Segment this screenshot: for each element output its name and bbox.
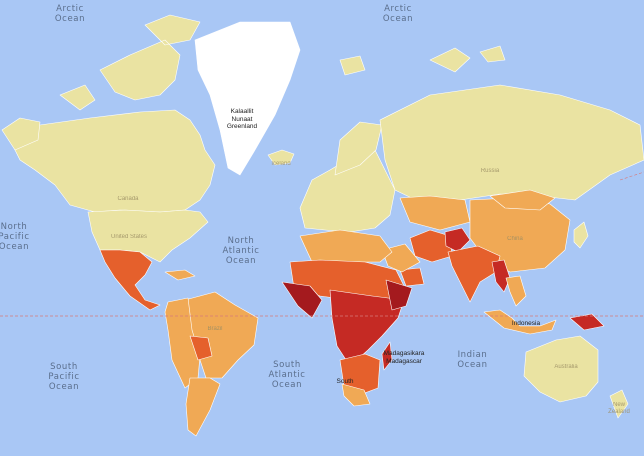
land-india[interactable] (447, 245, 501, 303)
land-mexico[interactable] (99, 249, 161, 311)
land-yemen[interactable] (399, 267, 425, 287)
place-label-new-zealand[interactable]: New Zealand (608, 402, 630, 415)
land-west-africa[interactable] (281, 281, 323, 319)
land-papua-new-guinea[interactable] (569, 313, 605, 331)
place-label-china[interactable]: China (507, 236, 523, 242)
land-iceland[interactable] (267, 149, 295, 166)
place-label-united-states[interactable]: United States (110, 234, 148, 240)
place-label-madagascar[interactable]: Madagasikara Madagascar (383, 350, 425, 365)
land-central-africa[interactable] (329, 289, 405, 367)
land-greenland[interactable] (194, 21, 301, 176)
land-south-africa[interactable] (341, 383, 371, 407)
land-alaska[interactable] (1, 117, 41, 151)
land-myanmar[interactable] (491, 259, 511, 293)
place-label-iceland[interactable]: Iceland (271, 161, 291, 167)
ocean-label-arctic-left: Arctic Ocean (54, 4, 86, 24)
place-label-australia[interactable]: Australia (554, 364, 578, 370)
place-label-russia[interactable]: Russia (480, 168, 500, 174)
place-label-brazil[interactable]: Brazil (207, 326, 223, 332)
land-russia[interactable] (379, 84, 644, 203)
place-label-canada[interactable]: Canada (117, 196, 139, 202)
land-afghanistan[interactable] (444, 227, 471, 253)
land-japan[interactable] (573, 221, 589, 249)
land-new-zealand[interactable] (609, 389, 629, 419)
ocean-label-arctic-right: Arctic Ocean (382, 4, 414, 24)
land-australia[interactable] (523, 335, 599, 403)
land-mongolia[interactable] (489, 189, 556, 211)
ocean-label-north-atlantic: North Atlantic Ocean (222, 236, 260, 266)
land-horn-of-africa[interactable] (385, 279, 413, 311)
ocean-label-south-pacific: South Pacific Ocean (48, 362, 80, 392)
land-canada[interactable] (9, 109, 216, 213)
ocean-label-indian: Indian Ocean (457, 350, 488, 370)
land-arctic-islands[interactable] (339, 45, 506, 76)
ocean-label-south-atlantic: South Atlantic Ocean (268, 360, 306, 390)
land-argentina[interactable] (185, 377, 221, 437)
date-line (619, 171, 644, 181)
ocean-label-north-pacific: North Pacific Ocean (0, 222, 30, 252)
land-bolivia[interactable] (189, 335, 213, 361)
place-label-greenland[interactable]: Kalaallit Nunaat Greenland (226, 108, 258, 130)
land-madagascar[interactable] (381, 341, 393, 371)
land-southeast-asia[interactable] (505, 275, 527, 307)
place-label-indonesia[interactable]: Indonesia (511, 320, 541, 327)
land-caribbean[interactable] (164, 269, 196, 281)
place-label-south-africa[interactable]: South (336, 378, 354, 385)
land-canada-islands[interactable] (59, 14, 201, 111)
